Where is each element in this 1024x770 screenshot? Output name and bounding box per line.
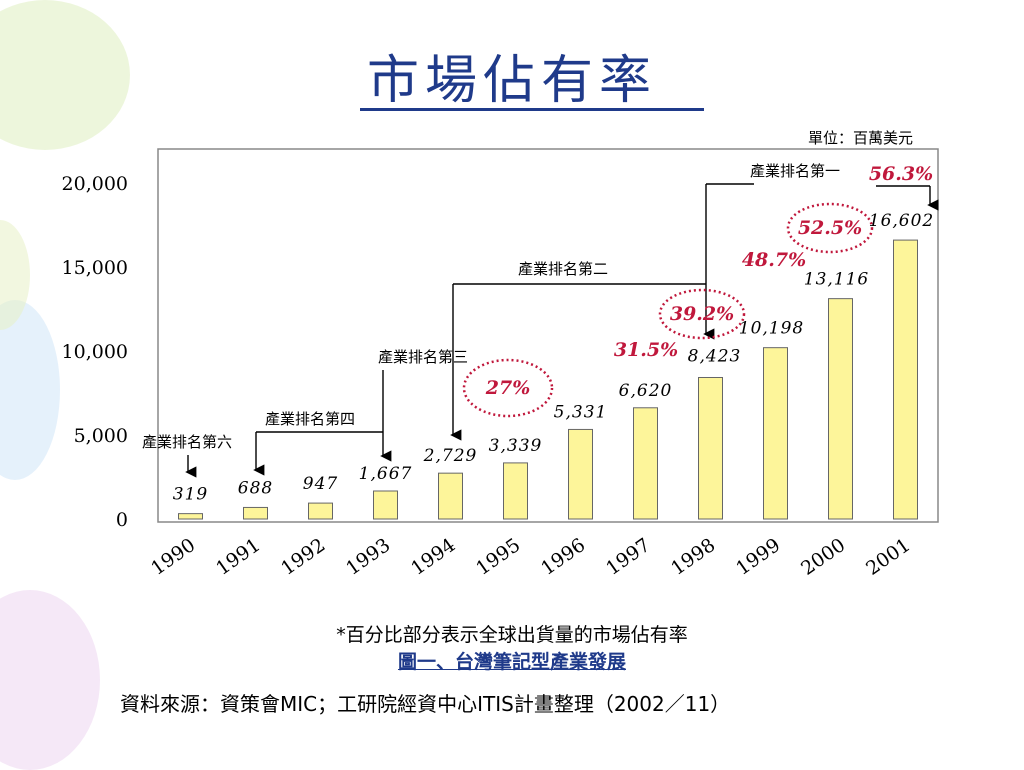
x-tick-label: 2001 (862, 534, 914, 580)
title-underline (360, 108, 704, 111)
rank-marker-label: 產業排名第四 (265, 410, 355, 428)
y-tick-label: 20,000 (62, 173, 128, 195)
annotations-group: 產業排名第六 產業排名第四 產業排名第三 產業排名第二 產業排名第一 27% 31.5% 39… (142, 162, 939, 478)
bar (243, 506, 268, 520)
value-label: 2,729 (423, 446, 478, 466)
value-label: 1,667 (359, 464, 413, 484)
y-tick-label: 5,000 (74, 425, 128, 447)
y-tick-label: 10,000 (62, 341, 128, 363)
x-tick-label: 1992 (277, 534, 329, 580)
x-tick-label: 1996 (537, 534, 589, 580)
y-tick-label: 15,000 (62, 257, 128, 279)
figure-caption: 圖一、台灣筆記型產業發展 (397, 651, 626, 673)
rank-marker-label: 產業排名第三 (378, 348, 468, 366)
value-label: 947 (303, 474, 338, 494)
x-tick-label: 1994 (407, 534, 459, 580)
x-tick-label: 1993 (342, 534, 394, 580)
x-tick-label: 1995 (472, 534, 524, 580)
x-tick-label: 1998 (667, 534, 719, 580)
value-label: 8,423 (688, 346, 742, 366)
value-label: 5,331 (554, 402, 608, 422)
bar (373, 490, 398, 520)
share-annotation: 27% (485, 377, 531, 399)
bar (633, 407, 658, 520)
value-label: 10,198 (739, 319, 804, 339)
y-axis: 0 5,000 10,000 15,000 20,000 (62, 173, 128, 531)
x-tick-label: 1990 (147, 534, 199, 580)
share-annotation: 31.5% (614, 339, 678, 361)
value-label: 16,602 (869, 211, 934, 231)
value-label: 688 (238, 478, 273, 498)
y-tick-label: 0 (116, 509, 128, 531)
value-label: 6,620 (619, 381, 673, 401)
source-note: 資料來源：資策會MIC；工研院經資中心ITIS計畫整理（2002／11） (120, 692, 731, 716)
plot-area (157, 148, 939, 523)
rank-marker-label: 產業排名第二 (518, 260, 608, 278)
share-annotation: 52.5% (798, 217, 862, 239)
bar (503, 462, 528, 520)
x-tick-label: 2000 (797, 534, 849, 580)
value-label: 13,116 (804, 270, 869, 290)
value-label: 3,339 (489, 436, 543, 456)
bar (178, 513, 203, 520)
page-title: 市場佔有率 (366, 51, 657, 111)
rank-marker-label: 產業排名第六 (142, 433, 232, 451)
x-tick-label: 1991 (212, 534, 264, 580)
bar (438, 472, 463, 520)
rank-marker-label: 產業排名第一 (750, 162, 840, 180)
decorative-balloon (0, 0, 130, 150)
share-annotation: 48.7% (742, 249, 806, 271)
bar (893, 239, 918, 520)
bar (698, 376, 723, 520)
bar (308, 502, 333, 520)
x-tick-label: 1997 (602, 534, 654, 580)
bar (828, 298, 853, 520)
unit-label: 單位：百萬美元 (808, 129, 914, 147)
share-highlight-circle (462, 358, 554, 418)
share-highlight-circle (658, 288, 746, 340)
bars-group (178, 239, 918, 520)
bar (763, 347, 788, 520)
share-annotation: 56.3% (869, 163, 933, 185)
share-note: *百分比部分表示全球出貨量的市場佔有率 (336, 624, 688, 646)
share-highlight-circle (786, 202, 874, 254)
bar (568, 428, 593, 520)
value-label: 319 (173, 485, 208, 505)
x-tick-label: 1999 (732, 534, 784, 580)
share-annotation: 39.2% (670, 303, 734, 325)
